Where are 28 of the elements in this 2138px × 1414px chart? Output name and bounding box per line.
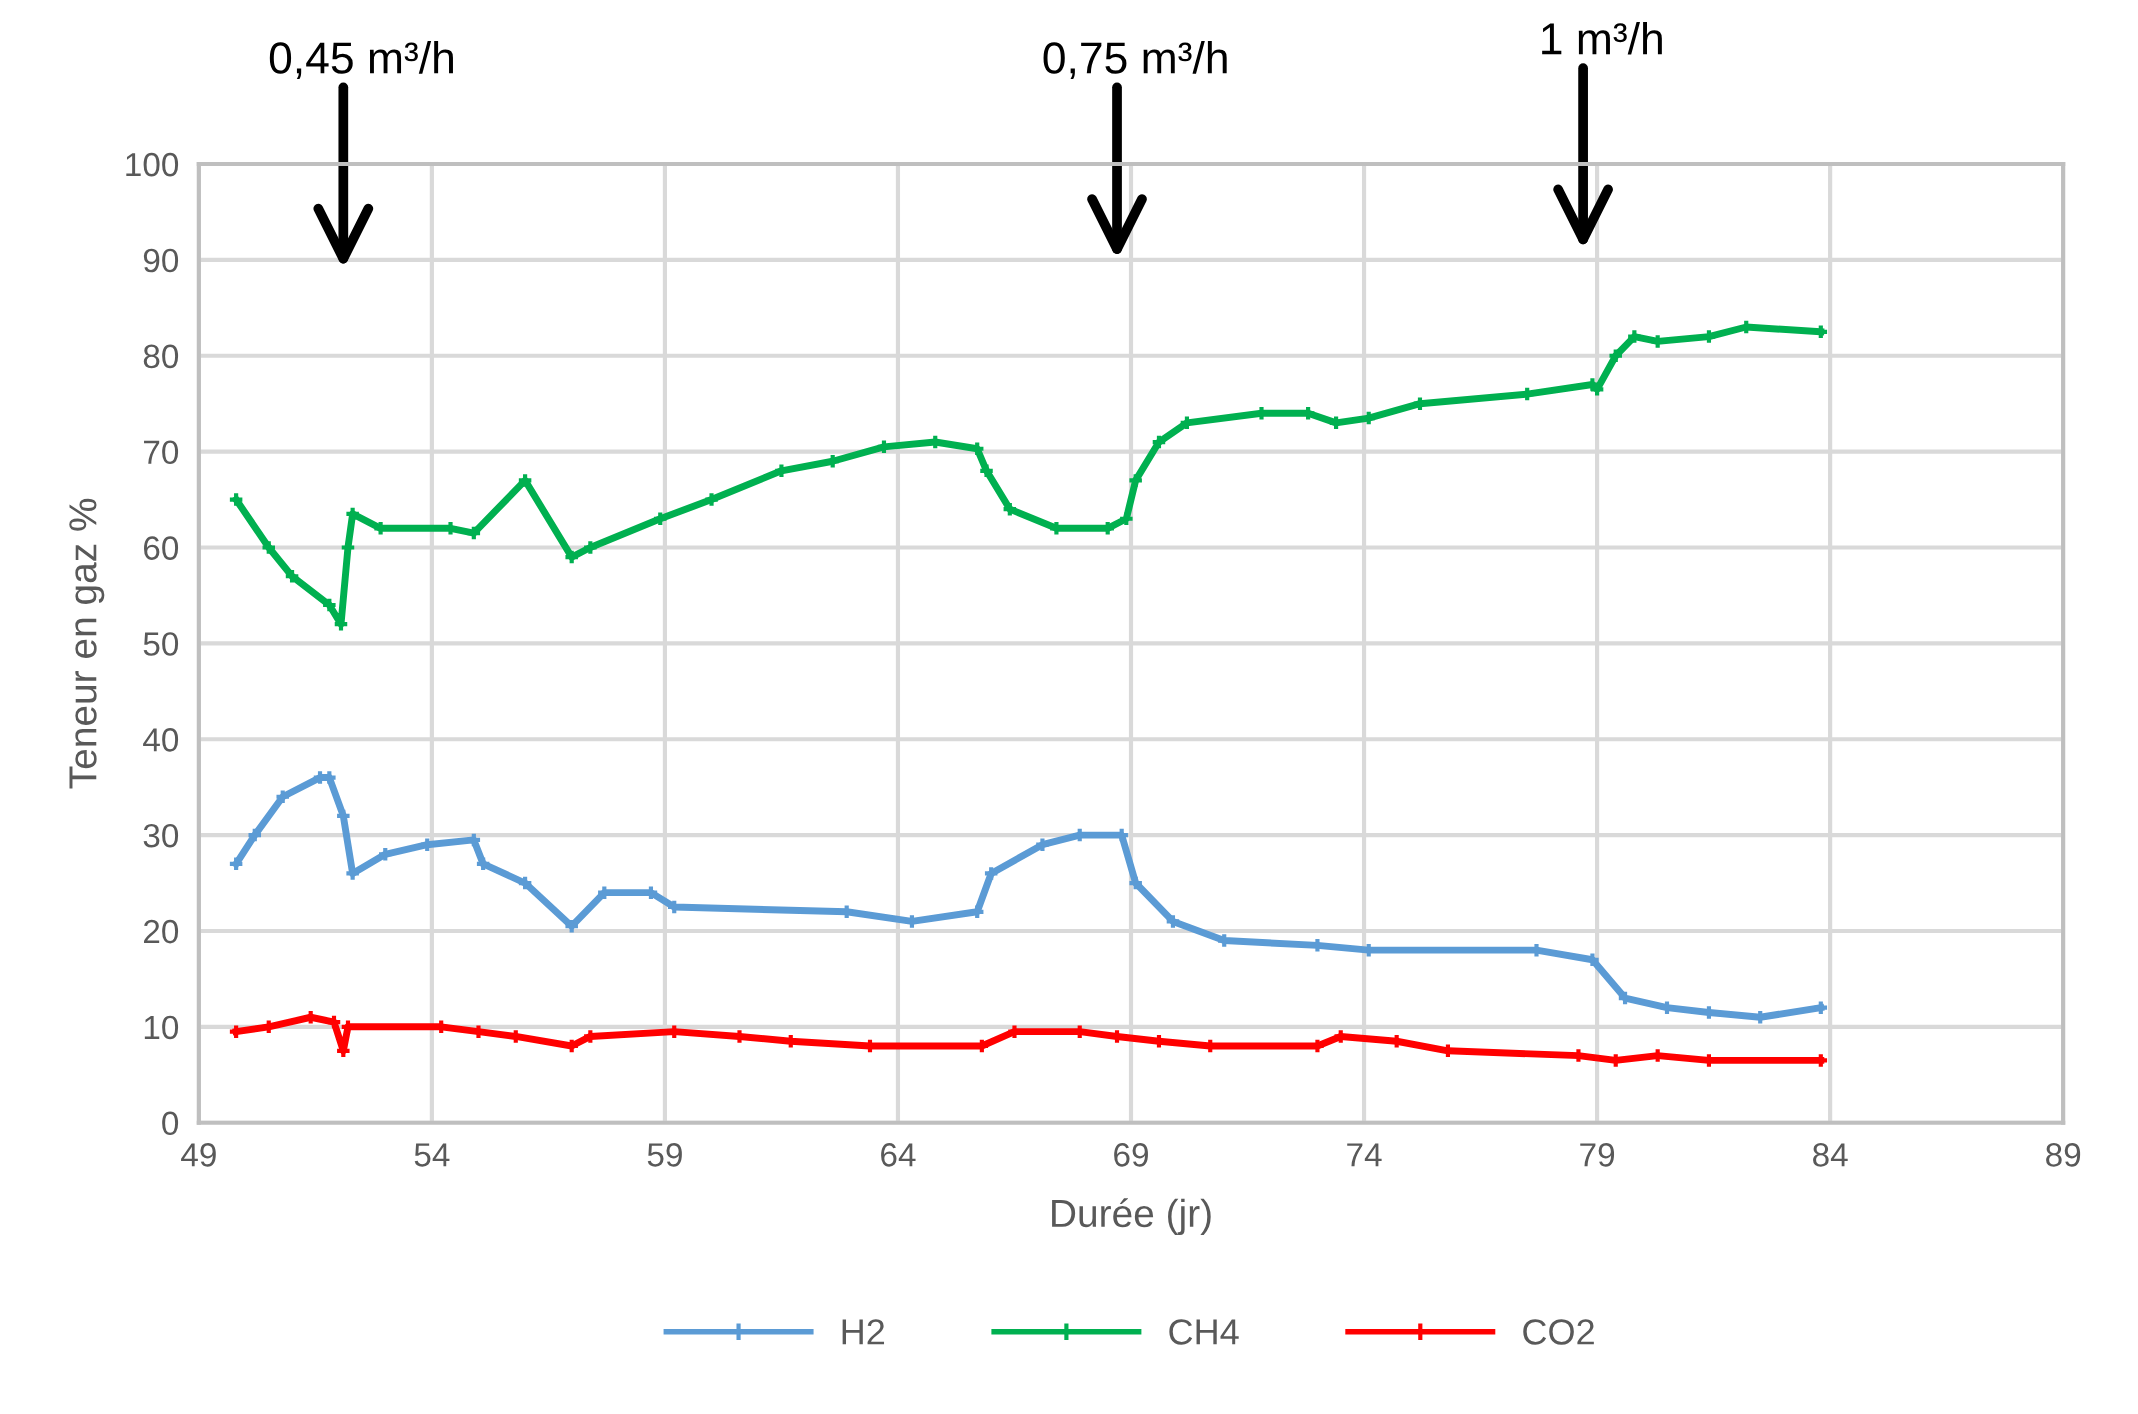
- legend-label: CO2: [1523, 1319, 1594, 1345]
- x-tick-label: 49: [181, 1143, 216, 1167]
- legend-label: CH4: [1169, 1319, 1239, 1345]
- x-tick-label: 69: [1114, 1143, 1148, 1167]
- y-tick-label: 30: [143, 823, 179, 848]
- y-tick-label: 10: [144, 1015, 179, 1040]
- x-tick-label: 89: [2046, 1143, 2081, 1167]
- x-tick-label: 74: [1347, 1143, 1382, 1167]
- text: 1 m³/h: [1542, 21, 1662, 55]
- y-tick-label: 80: [143, 344, 179, 369]
- x-tick-label: 79: [1580, 1143, 1615, 1167]
- y-tick-label: 40: [143, 728, 179, 752]
- y-tick-label: 70: [144, 440, 179, 465]
- x-axis-title: Durée (jr): [1052, 1198, 1211, 1235]
- text: 0,75 m³/h: [1043, 41, 1227, 79]
- x-tick-label: 59: [647, 1143, 682, 1167]
- x-tick-label: 64: [881, 1143, 916, 1167]
- y-tick-label: 0: [162, 1111, 179, 1136]
- legend-label: H2: [842, 1319, 885, 1345]
- y-tick-label: 100: [126, 152, 179, 177]
- x-tick-label: 54: [414, 1143, 450, 1167]
- text: 0,45 m³/h: [269, 41, 453, 79]
- y-tick-label: 90: [143, 248, 179, 273]
- y-tick-label: 60: [144, 536, 179, 560]
- x-tick-label: 84: [1813, 1143, 1848, 1167]
- y-tick-label: 50: [143, 632, 179, 656]
- y-axis-title: Teneur en gaz %: [69, 498, 105, 789]
- y-tick-label: 20: [143, 919, 179, 944]
